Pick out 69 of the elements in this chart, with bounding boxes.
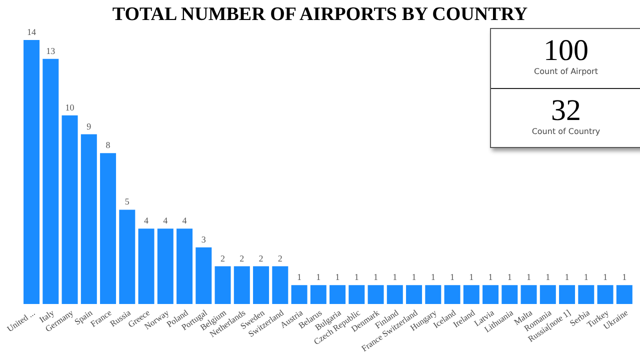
bar bbox=[176, 228, 193, 304]
data-label: 2 bbox=[220, 253, 226, 264]
data-label: 1 bbox=[297, 272, 302, 282]
bar bbox=[444, 285, 460, 304]
bar bbox=[559, 285, 576, 304]
data-label: 1 bbox=[488, 272, 493, 282]
data-label: 8 bbox=[106, 140, 111, 150]
annotation: 32 bbox=[550, 94, 582, 127]
data-label: 1 bbox=[469, 272, 474, 282]
data-label: 1 bbox=[335, 272, 340, 282]
data-label: 2 bbox=[240, 253, 244, 264]
bar bbox=[463, 285, 480, 304]
bar bbox=[578, 285, 594, 304]
data-label: 1 bbox=[622, 272, 627, 282]
data-label: 13 bbox=[46, 46, 56, 56]
data-label: 1 bbox=[392, 272, 398, 282]
data-label: 10 bbox=[65, 102, 75, 112]
bar bbox=[502, 285, 518, 304]
data-label: 1 bbox=[316, 272, 321, 282]
data-label: 1 bbox=[450, 272, 455, 282]
bar bbox=[348, 285, 365, 304]
bar bbox=[291, 285, 308, 304]
bar bbox=[386, 285, 403, 304]
data-label: 2 bbox=[258, 253, 264, 264]
bar bbox=[425, 285, 442, 304]
annotation: Count of Country bbox=[530, 127, 602, 136]
data-label: 1 bbox=[374, 272, 378, 282]
data-label: 9 bbox=[86, 121, 92, 132]
bar bbox=[100, 153, 116, 304]
bar bbox=[80, 134, 97, 304]
data-label: 4 bbox=[163, 216, 168, 226]
bar bbox=[138, 228, 154, 304]
bar bbox=[157, 228, 174, 304]
data-label: 1 bbox=[430, 272, 436, 282]
data-label: 1 bbox=[603, 272, 608, 282]
bar bbox=[214, 266, 231, 304]
data-label: 4 bbox=[144, 216, 150, 226]
bar bbox=[196, 247, 212, 304]
data-label: 2 bbox=[278, 253, 282, 264]
data-label: 1 bbox=[507, 272, 512, 282]
chart-title: TOTAL NUMBER OF AIRPORTS BY COUNTRY bbox=[111, 4, 529, 26]
bar bbox=[42, 58, 59, 304]
bar bbox=[24, 40, 40, 304]
data-label: 1 bbox=[584, 272, 588, 282]
bar bbox=[616, 285, 632, 304]
bar bbox=[272, 266, 288, 304]
data-label: 14 bbox=[27, 27, 37, 37]
bar bbox=[330, 285, 346, 304]
bar bbox=[482, 285, 499, 304]
bar bbox=[540, 285, 556, 304]
data-label: 1 bbox=[564, 272, 570, 282]
data-label: 1 bbox=[354, 272, 359, 282]
bar bbox=[406, 285, 422, 304]
bar bbox=[119, 210, 136, 304]
data-label: 5 bbox=[124, 196, 130, 207]
bar bbox=[253, 266, 270, 304]
bar bbox=[62, 115, 78, 304]
data-label: 4 bbox=[182, 216, 188, 226]
annotation: 100 bbox=[542, 34, 590, 67]
bar bbox=[234, 266, 250, 304]
bar bbox=[520, 285, 537, 304]
data-label: 3 bbox=[201, 234, 206, 244]
annotation: Count of Airport bbox=[533, 67, 599, 76]
data-label: 1 bbox=[546, 272, 550, 282]
data-label: 1 bbox=[412, 272, 416, 282]
bar bbox=[597, 285, 614, 304]
bar bbox=[368, 285, 384, 304]
data-label: 1 bbox=[526, 272, 532, 282]
bar bbox=[310, 285, 326, 304]
